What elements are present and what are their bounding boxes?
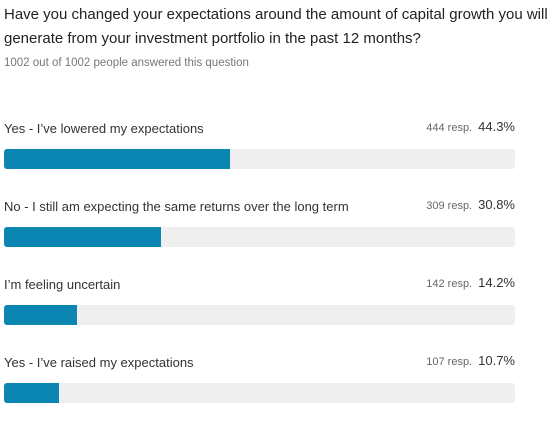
answer-count: 1002 out of 1002 people answered this qu… (4, 57, 249, 69)
response-count: 309 resp. (426, 200, 473, 212)
answer-row: Yes - I’ve raised my expectations 107 res… (4, 350, 515, 403)
answer-label: Yes - I’ve raised my expectations (4, 355, 194, 370)
response-count: 444 resp. (426, 122, 473, 134)
answer-header: I’m feeling uncertain 142 resp. 14.2% (4, 272, 515, 295)
answer-stats: 142 resp. 14.2% (426, 272, 515, 295)
answer-stats: 309 resp. 30.8% (426, 194, 515, 217)
bar (4, 383, 59, 403)
answer-row: Yes - I’ve lowered my expectations 444 re… (4, 116, 515, 169)
bar (4, 305, 77, 325)
bar-track (4, 149, 515, 169)
answer-label: No - I still am expecting the same retur… (4, 199, 349, 214)
answer-header: No - I still am expecting the same retur… (4, 194, 515, 217)
answer-label: Yes - I’ve lowered my expectations (4, 121, 204, 136)
answer-header: Yes - I’ve raised my expectations 107 res… (4, 350, 515, 373)
answer-list: Yes - I’ve lowered my expectations 444 re… (4, 91, 515, 403)
response-count: 142 resp. (426, 278, 473, 290)
answer-row: I’m feeling uncertain 142 resp. 14.2% (4, 272, 515, 325)
answer-stats: 107 resp. 10.7% (426, 350, 515, 373)
bar (4, 227, 162, 247)
bar-track (4, 305, 515, 325)
percentage-label: 44.3% (478, 119, 515, 134)
percentage-label: 10.7% (478, 353, 515, 368)
response-count: 107 resp. (426, 356, 473, 368)
answer-stats: 444 resp. 44.3% (426, 116, 515, 139)
percentage-label: 30.8% (478, 197, 515, 212)
answer-label: I’m feeling uncertain (4, 277, 121, 292)
question-title: Have you changed your expectations aroun… (4, 6, 548, 47)
bar-track (4, 227, 515, 247)
answer-row: No - I still am expecting the same retur… (4, 194, 515, 247)
bar-track (4, 383, 515, 403)
answer-header: Yes - I’ve lowered my expectations 444 re… (4, 116, 515, 139)
percentage-label: 14.2% (478, 275, 515, 290)
bar (4, 149, 231, 169)
